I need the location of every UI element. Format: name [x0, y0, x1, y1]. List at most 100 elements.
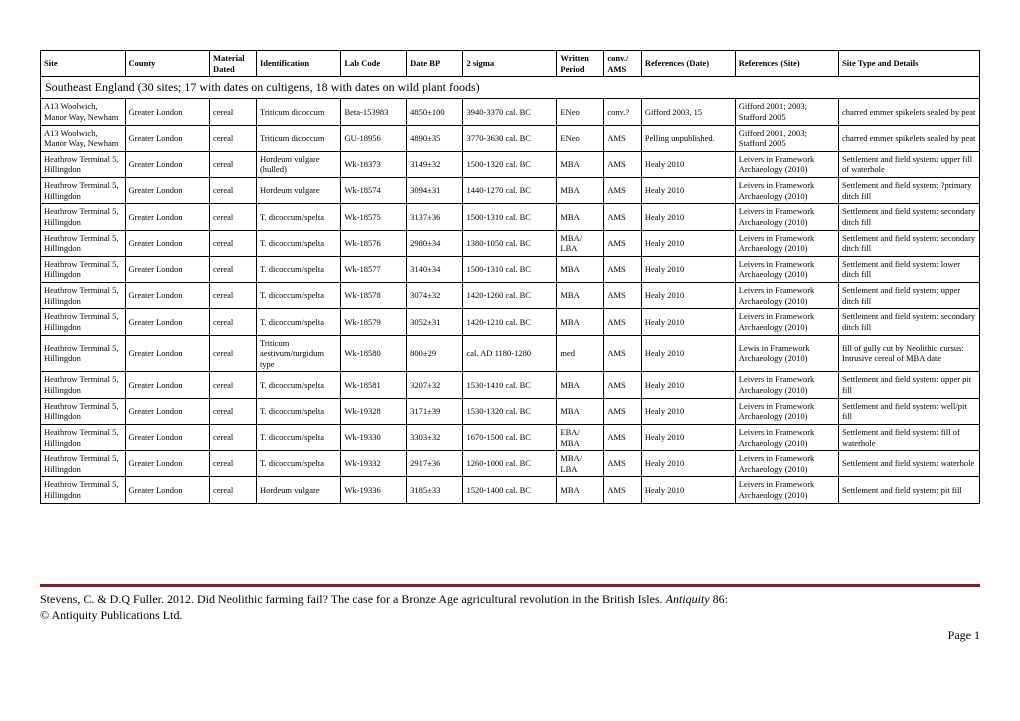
table-row: Heathrow Terminal 5, HillingdonGreater L…: [41, 398, 980, 424]
table-cell: Greater London: [125, 335, 210, 372]
table-cell: 3149±32: [407, 151, 463, 177]
table-cell: T. dicoccum/spelta: [256, 309, 341, 335]
table-cell: cereal: [210, 256, 257, 282]
column-header: References (Date): [641, 51, 735, 77]
table-cell: MBA: [557, 151, 604, 177]
table-cell: Settlement and field system: upper pit f…: [839, 372, 980, 398]
column-header: References (Site): [735, 51, 838, 77]
table-cell: Greater London: [125, 230, 210, 256]
table-cell: Leivers in Framework Archaeology (2010): [735, 283, 838, 309]
table-cell: 1520-1400 cal. BC: [463, 477, 557, 503]
table-cell: Triticum dicoccum: [256, 99, 341, 125]
column-header: Site Type and Details: [839, 51, 980, 77]
table-cell: Hordeum vulgare: [256, 477, 341, 503]
data-table: SiteCountyMaterial DatedIdentificationLa…: [40, 50, 980, 504]
table-cell: 1530-1320 cal. BC: [463, 398, 557, 424]
citation-text: Stevens, C. & D.Q Fuller. 2012. Did Neol…: [40, 592, 666, 606]
table-cell: GU-18956: [341, 125, 407, 151]
table-cell: AMS: [604, 125, 642, 151]
table-cell: 1500-1310 cal. BC: [463, 204, 557, 230]
citation-tail: 86:: [710, 592, 728, 606]
table-cell: Wk-18579: [341, 309, 407, 335]
table-row: Heathrow Terminal 5, HillingdonGreater L…: [41, 451, 980, 477]
table-cell: AMS: [604, 230, 642, 256]
table-cell: Leivers in Framework Archaeology (2010): [735, 230, 838, 256]
table-cell: cereal: [210, 335, 257, 372]
table-cell: MBA: [557, 309, 604, 335]
table-cell: Healy 2010: [641, 151, 735, 177]
table-cell: A13 Woolwich, Manor Way, Newham: [41, 99, 126, 125]
table-row: Heathrow Terminal 5, HillingdonGreater L…: [41, 309, 980, 335]
table-cell: Beta-153983: [341, 99, 407, 125]
table-cell: MBA: [557, 204, 604, 230]
table-cell: Triticum aestivum/turgidum type: [256, 335, 341, 372]
table-cell: Healy 2010: [641, 204, 735, 230]
section-title: Southeast England (30 sites; 17 with dat…: [41, 77, 980, 99]
table-cell: Healy 2010: [641, 230, 735, 256]
page-footer: Stevens, C. & D.Q Fuller. 2012. Did Neol…: [40, 584, 980, 644]
table-cell: Gifford 2001; 2003; Stafford 2005: [735, 99, 838, 125]
table-cell: AMS: [604, 398, 642, 424]
table-cell: charred emmer spikelets sealed by peat: [839, 99, 980, 125]
table-cell: MBA/ LBA: [557, 451, 604, 477]
table-cell: MBA: [557, 398, 604, 424]
table-header-row: SiteCountyMaterial DatedIdentificationLa…: [41, 51, 980, 77]
table-cell: Wk-18578: [341, 283, 407, 309]
column-header: Lab Code: [341, 51, 407, 77]
table-cell: AMS: [604, 256, 642, 282]
table-cell: AMS: [604, 204, 642, 230]
table-cell: Heathrow Terminal 5, Hillingdon: [41, 204, 126, 230]
table-cell: 3770-3630 cal. BC: [463, 125, 557, 151]
table-cell: Healy 2010: [641, 424, 735, 450]
table-cell: AMS: [604, 451, 642, 477]
table-cell: cereal: [210, 309, 257, 335]
table-cell: 3074±32: [407, 283, 463, 309]
table-cell: Leivers in Framework Archaeology (2010): [735, 151, 838, 177]
table-cell: 1670-1500 cal. BC: [463, 424, 557, 450]
table-cell: Wk-18373: [341, 151, 407, 177]
table-cell: cereal: [210, 451, 257, 477]
table-row: Heathrow Terminal 5, HillingdonGreater L…: [41, 151, 980, 177]
table-cell: Settlement and field system: pit fill: [839, 477, 980, 503]
table-cell: MBA: [557, 178, 604, 204]
table-cell: MBA: [557, 372, 604, 398]
table-cell: Wk-19328: [341, 398, 407, 424]
table-cell: Heathrow Terminal 5, Hillingdon: [41, 372, 126, 398]
table-row: A13 Woolwich, Manor Way, NewhamGreater L…: [41, 99, 980, 125]
column-header: Site: [41, 51, 126, 77]
table-cell: Heathrow Terminal 5, Hillingdon: [41, 256, 126, 282]
table-cell: Lewis in Framework Archaeology (2010): [735, 335, 838, 372]
table-cell: Healy 2010: [641, 309, 735, 335]
column-header: Date BP: [407, 51, 463, 77]
table-cell: Settlement and field system: fill of wat…: [839, 424, 980, 450]
table-cell: 3137±36: [407, 204, 463, 230]
table-cell: AMS: [604, 477, 642, 503]
table-cell: Healy 2010: [641, 178, 735, 204]
table-cell: EBA/ MBA: [557, 424, 604, 450]
table-cell: 800±29: [407, 335, 463, 372]
table-cell: 3094±31: [407, 178, 463, 204]
table-cell: 1380-1050 cal. BC: [463, 230, 557, 256]
table-cell: Wk-19330: [341, 424, 407, 450]
table-cell: Greater London: [125, 398, 210, 424]
table-row: Heathrow Terminal 5, HillingdonGreater L…: [41, 204, 980, 230]
table-row: Heathrow Terminal 5, HillingdonGreater L…: [41, 424, 980, 450]
table-cell: 3207±32: [407, 372, 463, 398]
table-cell: ENeo: [557, 125, 604, 151]
table-cell: Wk-19336: [341, 477, 407, 503]
table-cell: 2980±34: [407, 230, 463, 256]
table-row: Heathrow Terminal 5, HillingdonGreater L…: [41, 230, 980, 256]
table-cell: Greater London: [125, 424, 210, 450]
table-cell: cereal: [210, 424, 257, 450]
column-header: Written Period: [557, 51, 604, 77]
table-cell: Healy 2010: [641, 477, 735, 503]
table-cell: Settlement and field system: secondary d…: [839, 230, 980, 256]
table-cell: Leivers in Framework Archaeology (2010): [735, 178, 838, 204]
table-cell: cereal: [210, 125, 257, 151]
table-cell: Heathrow Terminal 5, Hillingdon: [41, 151, 126, 177]
table-cell: T. dicoccum/spelta: [256, 451, 341, 477]
table-cell: AMS: [604, 151, 642, 177]
table-cell: cereal: [210, 151, 257, 177]
column-header: Identification: [256, 51, 341, 77]
table-cell: charred emmer spikelets sealed by peat: [839, 125, 980, 151]
